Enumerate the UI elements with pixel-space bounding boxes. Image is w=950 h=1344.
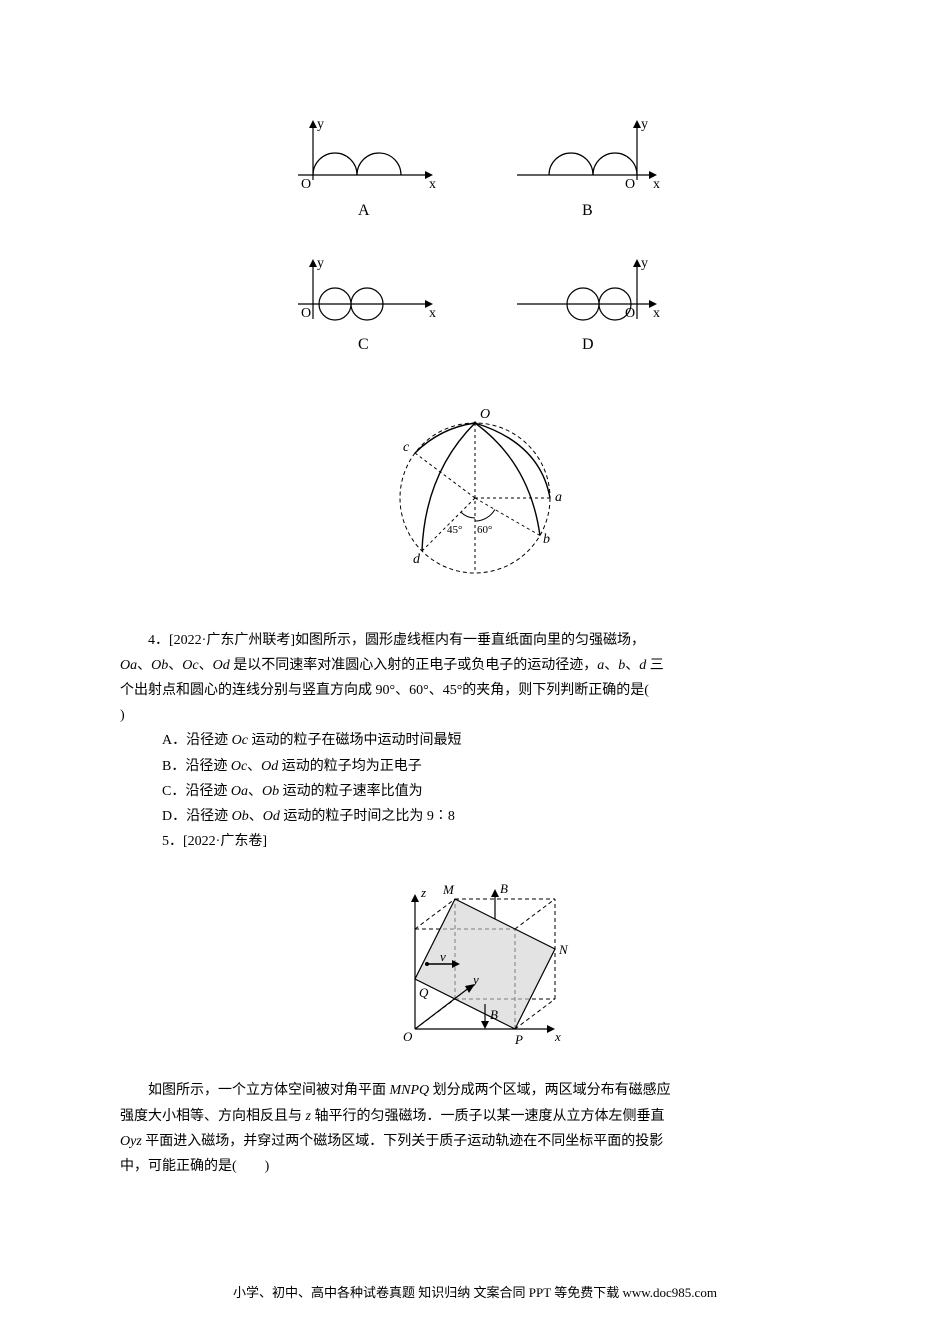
axis-x-label: x: [653, 306, 660, 321]
option-c-label: C: [358, 336, 369, 353]
q4-optC: C．沿径迹 Oa、Ob 运动的粒子速率比值为: [120, 779, 830, 804]
q5-line1: 如图所示，一个立方体空间被对角平面 MNPQ 划分成两个区域，两区域分布有磁感应: [120, 1078, 830, 1103]
cube-M: M: [442, 882, 455, 897]
page-footer: 小学、初中、高中各种试卷真题 知识归纳 文案合同 PPT 等免费下载 www.d…: [0, 1281, 950, 1304]
q4-line1: 4．[2022·广东广州联考]如图所示，圆形虚线框内有一垂直纸面向里的匀强磁场，: [120, 628, 830, 653]
axis-x-label: x: [653, 177, 660, 192]
label-d: d: [413, 552, 421, 567]
q4-line4: ): [120, 703, 830, 728]
axis-o-label: O: [301, 177, 311, 192]
axis-o-label: O: [301, 306, 311, 321]
axis-x-label: x: [429, 306, 436, 321]
label-O: O: [480, 407, 490, 422]
option-b-figure: y O x B: [507, 110, 667, 230]
q4-line2: Oa、Ob、Oc、Od 是以不同速率对准圆心入射的正电子或负电子的运动径迹，a、…: [120, 653, 830, 678]
circle-trajectory-figure: O a b c d 45° 60°: [120, 393, 830, 602]
q5-line4: 中，可能正确的是( ): [120, 1154, 830, 1179]
options-row-ab: y O x A y O x B: [120, 110, 830, 239]
q4-optD: D．沿径迹 Ob、Od 运动的粒子时间之比为 9∶8: [120, 804, 830, 829]
cube-v: v: [440, 949, 446, 964]
q4-optA: A．沿径迹 Oc 运动的粒子在磁场中运动时间最短: [120, 728, 830, 753]
axis-x-label: x: [429, 177, 436, 192]
option-b-label: B: [582, 202, 593, 219]
option-c-figure: y O x C: [283, 249, 443, 369]
cube-O: O: [403, 1029, 413, 1044]
cube-B2: B: [490, 1007, 498, 1022]
q4-line3: 个出射点和圆心的连线分别与竖直方向成 90°、60°、45°的夹角，则下列判断正…: [120, 678, 830, 703]
axis-o-label: O: [625, 177, 635, 192]
cube-N: N: [558, 942, 569, 957]
option-a-label: A: [358, 202, 370, 219]
cube-z: z: [420, 885, 426, 900]
option-d-figure: y O x D: [507, 249, 667, 369]
option-d-label: D: [582, 336, 594, 353]
option-a-figure: y O x A: [283, 110, 443, 230]
q5-line3: Oyz 平面进入磁场，并穿过两个磁场区域．下列关于质子运动轨迹在不同坐标平面的投…: [120, 1129, 830, 1154]
page: y O x A y O x B y O: [0, 0, 950, 1344]
cube-figure: z M B N v y Q B O P x: [120, 869, 830, 1058]
label-a: a: [555, 490, 562, 505]
axis-y-label: y: [317, 256, 324, 271]
q5-line2: 强度大小相等、方向相反且与 z 轴平行的匀强磁场．一质子以某一速度从立方体左侧垂…: [120, 1104, 830, 1129]
cube-x: x: [554, 1029, 561, 1044]
cube-y: y: [471, 972, 479, 987]
axis-y-label: y: [641, 117, 648, 132]
cube-Q: Q: [419, 985, 429, 1000]
cube-B1: B: [500, 881, 508, 896]
label-c: c: [403, 440, 410, 455]
cube-P: P: [514, 1032, 523, 1047]
label-45: 45°: [447, 524, 462, 536]
q5-head: 5．[2022·广东卷]: [120, 829, 830, 854]
options-row-cd: y O x C y O x D: [120, 249, 830, 378]
q4-optB: B．沿径迹 Oc、Od 运动的粒子均为正电子: [120, 754, 830, 779]
axis-y-label: y: [641, 256, 648, 271]
label-b: b: [543, 532, 550, 547]
axis-y-label: y: [317, 117, 324, 132]
label-60: 60°: [477, 524, 492, 536]
